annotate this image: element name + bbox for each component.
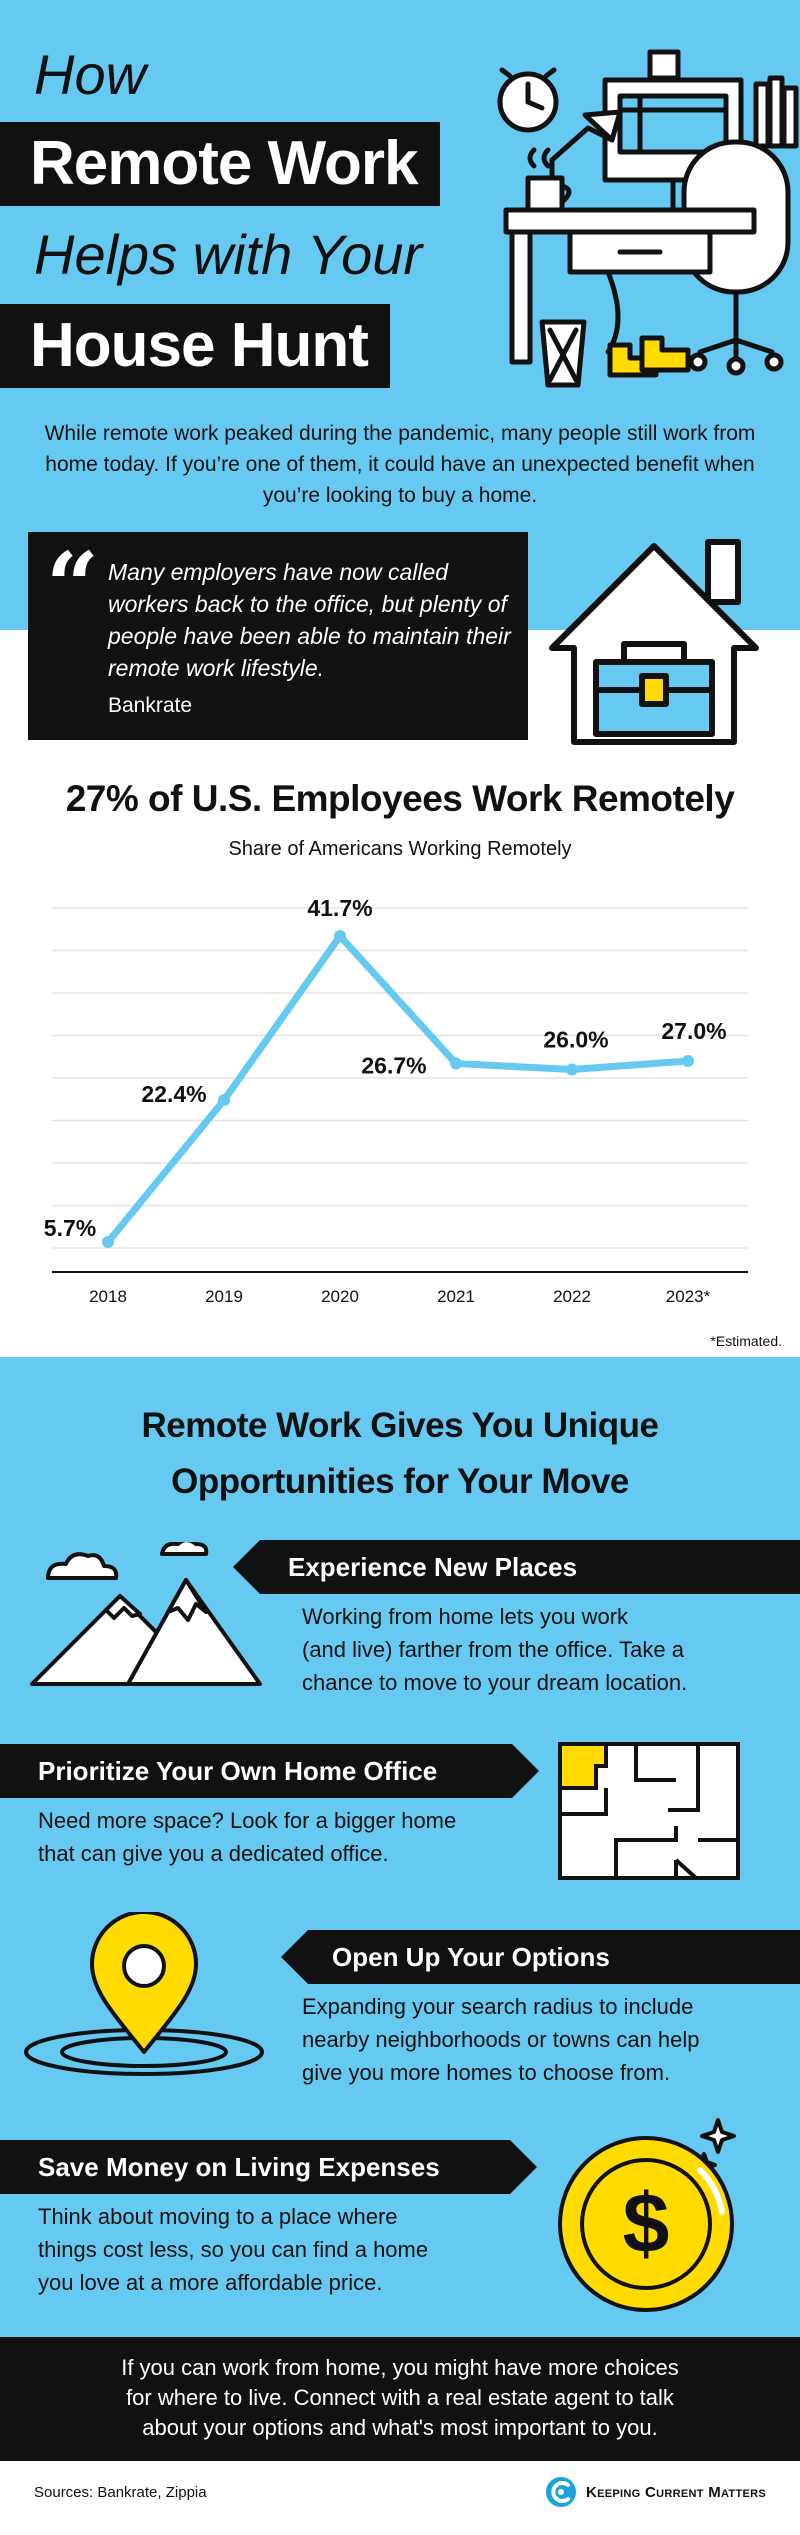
chart-x-tick-label: 2019	[205, 1287, 243, 1306]
sources-text: Sources: Bankrate, Zippia	[34, 2484, 207, 2501]
chart-point	[102, 1236, 114, 1249]
banner-save-money: Save Money on Living Expenses	[0, 2140, 537, 2194]
closing-line: If you can work from home, you might hav…	[121, 2355, 679, 2380]
body-experience-new-places: Working from home lets you work (and liv…	[302, 1600, 792, 1699]
chart-data-label: 27.0%	[661, 1018, 726, 1044]
body-open-up-options: Expanding your search radius to include …	[302, 1990, 792, 2089]
opportunities-title-line-1: Remote Work Gives You Unique	[141, 1406, 659, 1445]
body-prioritize-home-office: Need more space? Look for a bigger home …	[38, 1804, 518, 1870]
closing-line: for where to live. Connect with a real e…	[126, 2385, 674, 2410]
body-line: you love at a more affordable price.	[38, 2270, 383, 2295]
banner-open-up-options: Open Up Your Options	[281, 1930, 800, 1984]
svg-text:$: $	[623, 2176, 670, 2270]
chart-point	[566, 1063, 578, 1076]
chart-point	[682, 1055, 694, 1067]
chart-x-tick-label: 2020	[321, 1287, 359, 1306]
quote-box: “ Many employers have now called workers…	[28, 532, 528, 740]
body-line: things cost less, so you can find a home	[38, 2237, 429, 2262]
chart-data-label: 22.4%	[141, 1081, 206, 1107]
opportunities-title: Remote Work Gives You Unique Opportuniti…	[0, 1398, 800, 1510]
opportunities-title-line-2: Opportunities for Your Move	[171, 1462, 629, 1501]
kcm-logo-icon	[546, 2477, 577, 2507]
chart-data-label: 41.7%	[307, 895, 372, 921]
banner-prioritize-home-office: Prioritize Your Own Home Office	[0, 1744, 539, 1798]
body-line: Think about moving to a place where	[38, 2204, 398, 2229]
quote-mark-icon: “	[46, 532, 99, 640]
body-line: Need more space? Look for a bigger home	[38, 1808, 457, 1833]
chart-data-label: 26.0%	[543, 1027, 608, 1053]
body-line: chance to move to your dream location.	[302, 1670, 688, 1695]
house-briefcase-icon	[549, 539, 759, 745]
chart-x-tick-label: 2023*	[666, 1287, 711, 1306]
brand-logo: Keeping Current Matters	[544, 2472, 766, 2512]
quote-source: Bankrate	[108, 694, 193, 717]
intro-paragraph: While remote work peaked during the pand…	[44, 422, 756, 507]
body-save-money: Think about moving to a place where thin…	[38, 2200, 518, 2299]
body-line: nearby neighborhoods or towns can help	[302, 2027, 700, 2052]
chart-x-tick-label: 2021	[437, 1287, 475, 1306]
chart-series-line	[104, 932, 692, 1246]
remote-work-line-chart: 5.7% 22.4% 41.7% 26.7% 26.0% 27.0% 2018 2019 202…	[44, 895, 748, 1306]
home-office-desk-icon	[497, 49, 799, 388]
chart-x-tick-label: 2022	[553, 1287, 591, 1306]
chart-footnote: *Estimated.	[710, 1333, 782, 1349]
dollar-coin-icon: $	[558, 2118, 736, 2312]
body-line: that can give you a dedicated office.	[38, 1841, 389, 1866]
title-line-helps: Helps with Your	[34, 223, 423, 286]
chart-data-label: 26.7%	[361, 1053, 426, 1079]
closing-line: about your options and what's most impor…	[142, 2415, 658, 2440]
chart-x-tick-label: 2018	[89, 1287, 127, 1306]
quote-text: Many employers have now called workers b…	[108, 559, 511, 681]
body-line: Expanding your search radius to include	[302, 1994, 694, 2019]
chart-point	[218, 1094, 230, 1107]
closing-banner: If you can work from home, you might hav…	[0, 2337, 800, 2461]
mountains-icon	[30, 1542, 262, 1686]
body-line: Working from home lets you work	[302, 1604, 629, 1629]
body-line: (and live) farther from the office. Take…	[302, 1637, 684, 1662]
chart-data-label: 5.7%	[44, 1215, 96, 1241]
chart-point	[450, 1057, 462, 1070]
title-line-remote-work: Remote Work	[0, 122, 440, 206]
chart-point	[334, 930, 346, 943]
map-pin-icon	[24, 1912, 264, 2076]
banner-experience-new-places: Experience New Places	[233, 1540, 800, 1594]
title-line-how: How	[34, 43, 147, 106]
body-line: give you more homes to choose from.	[302, 2060, 671, 2085]
chart-subtitle: Share of Americans Working Remotely	[228, 838, 572, 860]
floor-plan-icon	[558, 1742, 740, 1880]
chart-title: 27% of U.S. Employees Work Remotely	[65, 778, 735, 819]
title-line-house-hunt: House Hunt	[0, 304, 390, 388]
brand-name: Keeping Current Matters	[586, 2483, 766, 2501]
